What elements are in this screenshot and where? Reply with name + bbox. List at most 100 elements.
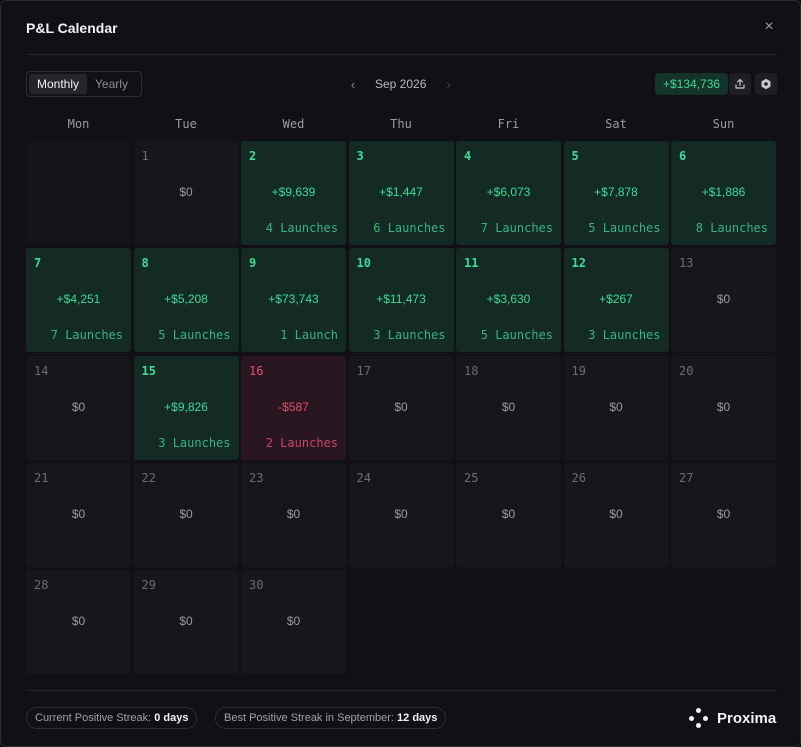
day-number: 25: [464, 470, 479, 485]
day-launches: 3 Launches: [158, 435, 231, 450]
day-pnl: $0: [179, 614, 193, 629]
day-cell[interactable]: 5 +$7,878 5 Launches: [563, 141, 669, 245]
day-cell[interactable]: 4 +$6,073 7 Launches: [456, 141, 561, 245]
day-cell[interactable]: 13 $0: [671, 248, 776, 353]
day-pnl: $0: [394, 399, 408, 414]
day-number: 4: [464, 149, 472, 163]
proxima-logo-icon: [689, 708, 709, 728]
day-pnl: +$1,447: [379, 185, 423, 199]
export-button[interactable]: [729, 73, 751, 95]
day-pnl: $0: [179, 185, 193, 199]
day-number: 19: [571, 363, 586, 378]
best-streak-badge: Best Positive Streak in September: 12 da…: [215, 707, 447, 729]
day-pnl: +$9,826: [164, 399, 208, 414]
day-launches: 8 Launches: [695, 221, 768, 235]
day-number: 12: [571, 256, 586, 271]
day-number: 26: [571, 470, 586, 485]
day-cell[interactable]: 24 $0: [348, 462, 454, 567]
day-cell[interactable]: 2 +$9,639 4 Launches: [241, 141, 346, 245]
day-number: 30: [249, 578, 264, 593]
day-number: 18: [464, 363, 479, 378]
header-divider: [26, 54, 777, 55]
day-number: 2: [249, 149, 257, 163]
weekday-thu: Thu: [390, 117, 412, 131]
day-launches: 2 Launches: [265, 435, 338, 450]
day-cell[interactable]: 14 $0: [26, 355, 131, 460]
day-launches: 5 Launches: [480, 328, 553, 343]
day-cell[interactable]: 21 $0: [26, 462, 131, 567]
day-cell[interactable]: 11 +$3,630 5 Launches: [456, 248, 561, 353]
day-pnl: $0: [716, 292, 731, 307]
day-number: 1: [141, 149, 149, 163]
day-number: 3: [356, 149, 364, 163]
current-streak-badge: Current Positive Streak: 0 days: [26, 707, 198, 729]
day-pnl: $0: [71, 506, 86, 521]
weekday-sat: Sat: [605, 117, 627, 131]
day-cell[interactable]: 27 $0: [671, 462, 776, 567]
day-pnl: +$73,743: [268, 292, 319, 307]
settings-button[interactable]: [755, 73, 777, 95]
day-launches: 6 Launches: [373, 221, 446, 235]
day-launches: 4 Launches: [265, 221, 338, 235]
toggle-yearly[interactable]: Yearly: [95, 77, 128, 91]
day-cell[interactable]: 19 $0: [563, 355, 669, 460]
day-cell[interactable]: 29 $0: [133, 570, 239, 675]
day-cell[interactable]: 23 $0: [241, 462, 346, 567]
day-number: 27: [679, 470, 694, 485]
day-pnl: $0: [716, 506, 731, 521]
day-number: 17: [356, 363, 371, 378]
day-number: 14: [34, 363, 49, 378]
day-cell[interactable]: 20 $0: [671, 355, 776, 460]
current-streak-value: 0 days: [154, 712, 189, 724]
day-launches: 7 Launches: [50, 328, 123, 343]
day-cell[interactable]: 30 $0: [241, 570, 346, 675]
day-pnl: $0: [71, 614, 86, 629]
day-cell[interactable]: 26 $0: [563, 462, 669, 567]
month-label: Sep 2026: [375, 77, 427, 91]
day-cell[interactable]: 18 $0: [456, 355, 561, 460]
day-number: 6: [679, 149, 687, 163]
close-icon[interactable]: ×: [764, 18, 774, 35]
day-pnl: +$11,473: [376, 292, 426, 307]
prev-month-icon[interactable]: ‹: [350, 76, 356, 92]
upload-icon: [735, 78, 745, 89]
day-pnl: $0: [501, 399, 516, 414]
day-cell[interactable]: 6 +$1,886 8 Launches: [671, 141, 776, 245]
day-pnl: +$3,630: [486, 292, 531, 307]
day-pnl: $0: [179, 506, 193, 521]
day-cell[interactable]: 7 +$4,251 7 Launches: [26, 248, 131, 353]
day-pnl: $0: [71, 399, 86, 414]
day-pnl: +$1,886: [701, 185, 746, 199]
day-cell[interactable]: 3 +$1,447 6 Launches: [348, 141, 454, 245]
day-cell[interactable]: 1 $0: [133, 141, 239, 245]
brand-name: Proxima: [717, 709, 777, 727]
day-number: 28: [34, 578, 49, 593]
day-pnl: $0: [609, 399, 623, 414]
gear-icon: [761, 78, 771, 90]
day-number: 5: [571, 149, 579, 163]
day-cell[interactable]: 9 +$73,743 1 Launch: [241, 248, 346, 353]
day-cell[interactable]: 28 $0: [26, 570, 131, 675]
day-number: 21: [34, 470, 49, 485]
day-pnl: $0: [501, 506, 516, 521]
day-number: 15: [141, 363, 156, 378]
day-cell[interactable]: 12 +$267 3 Launches: [563, 248, 669, 353]
best-streak-value: 12 days: [397, 712, 438, 724]
day-cell[interactable]: 15 +$9,826 3 Launches: [133, 355, 239, 460]
day-cell[interactable]: 8 +$5,208 5 Launches: [133, 248, 239, 353]
day-cell[interactable]: 22 $0: [133, 462, 239, 567]
next-month-icon[interactable]: ›: [446, 76, 451, 92]
day-pnl: +$7,878: [594, 185, 638, 199]
day-pnl: $0: [394, 506, 408, 521]
day-cell[interactable]: 25 $0: [456, 462, 561, 567]
day-cell[interactable]: 10 +$11,473 3 Launches: [348, 248, 454, 353]
modal-title: P&L Calendar: [26, 20, 118, 36]
day-number: 8: [141, 256, 149, 271]
day-launches: 5 Launches: [588, 221, 661, 235]
day-cell[interactable]: 17 $0: [348, 355, 454, 460]
toggle-monthly[interactable]: Monthly: [29, 74, 88, 94]
day-number: 22: [141, 470, 156, 485]
weekday-tue: Tue: [175, 117, 197, 131]
day-cell[interactable]: 16 -$587 2 Launches: [241, 355, 346, 460]
day-number: 11: [464, 256, 479, 271]
